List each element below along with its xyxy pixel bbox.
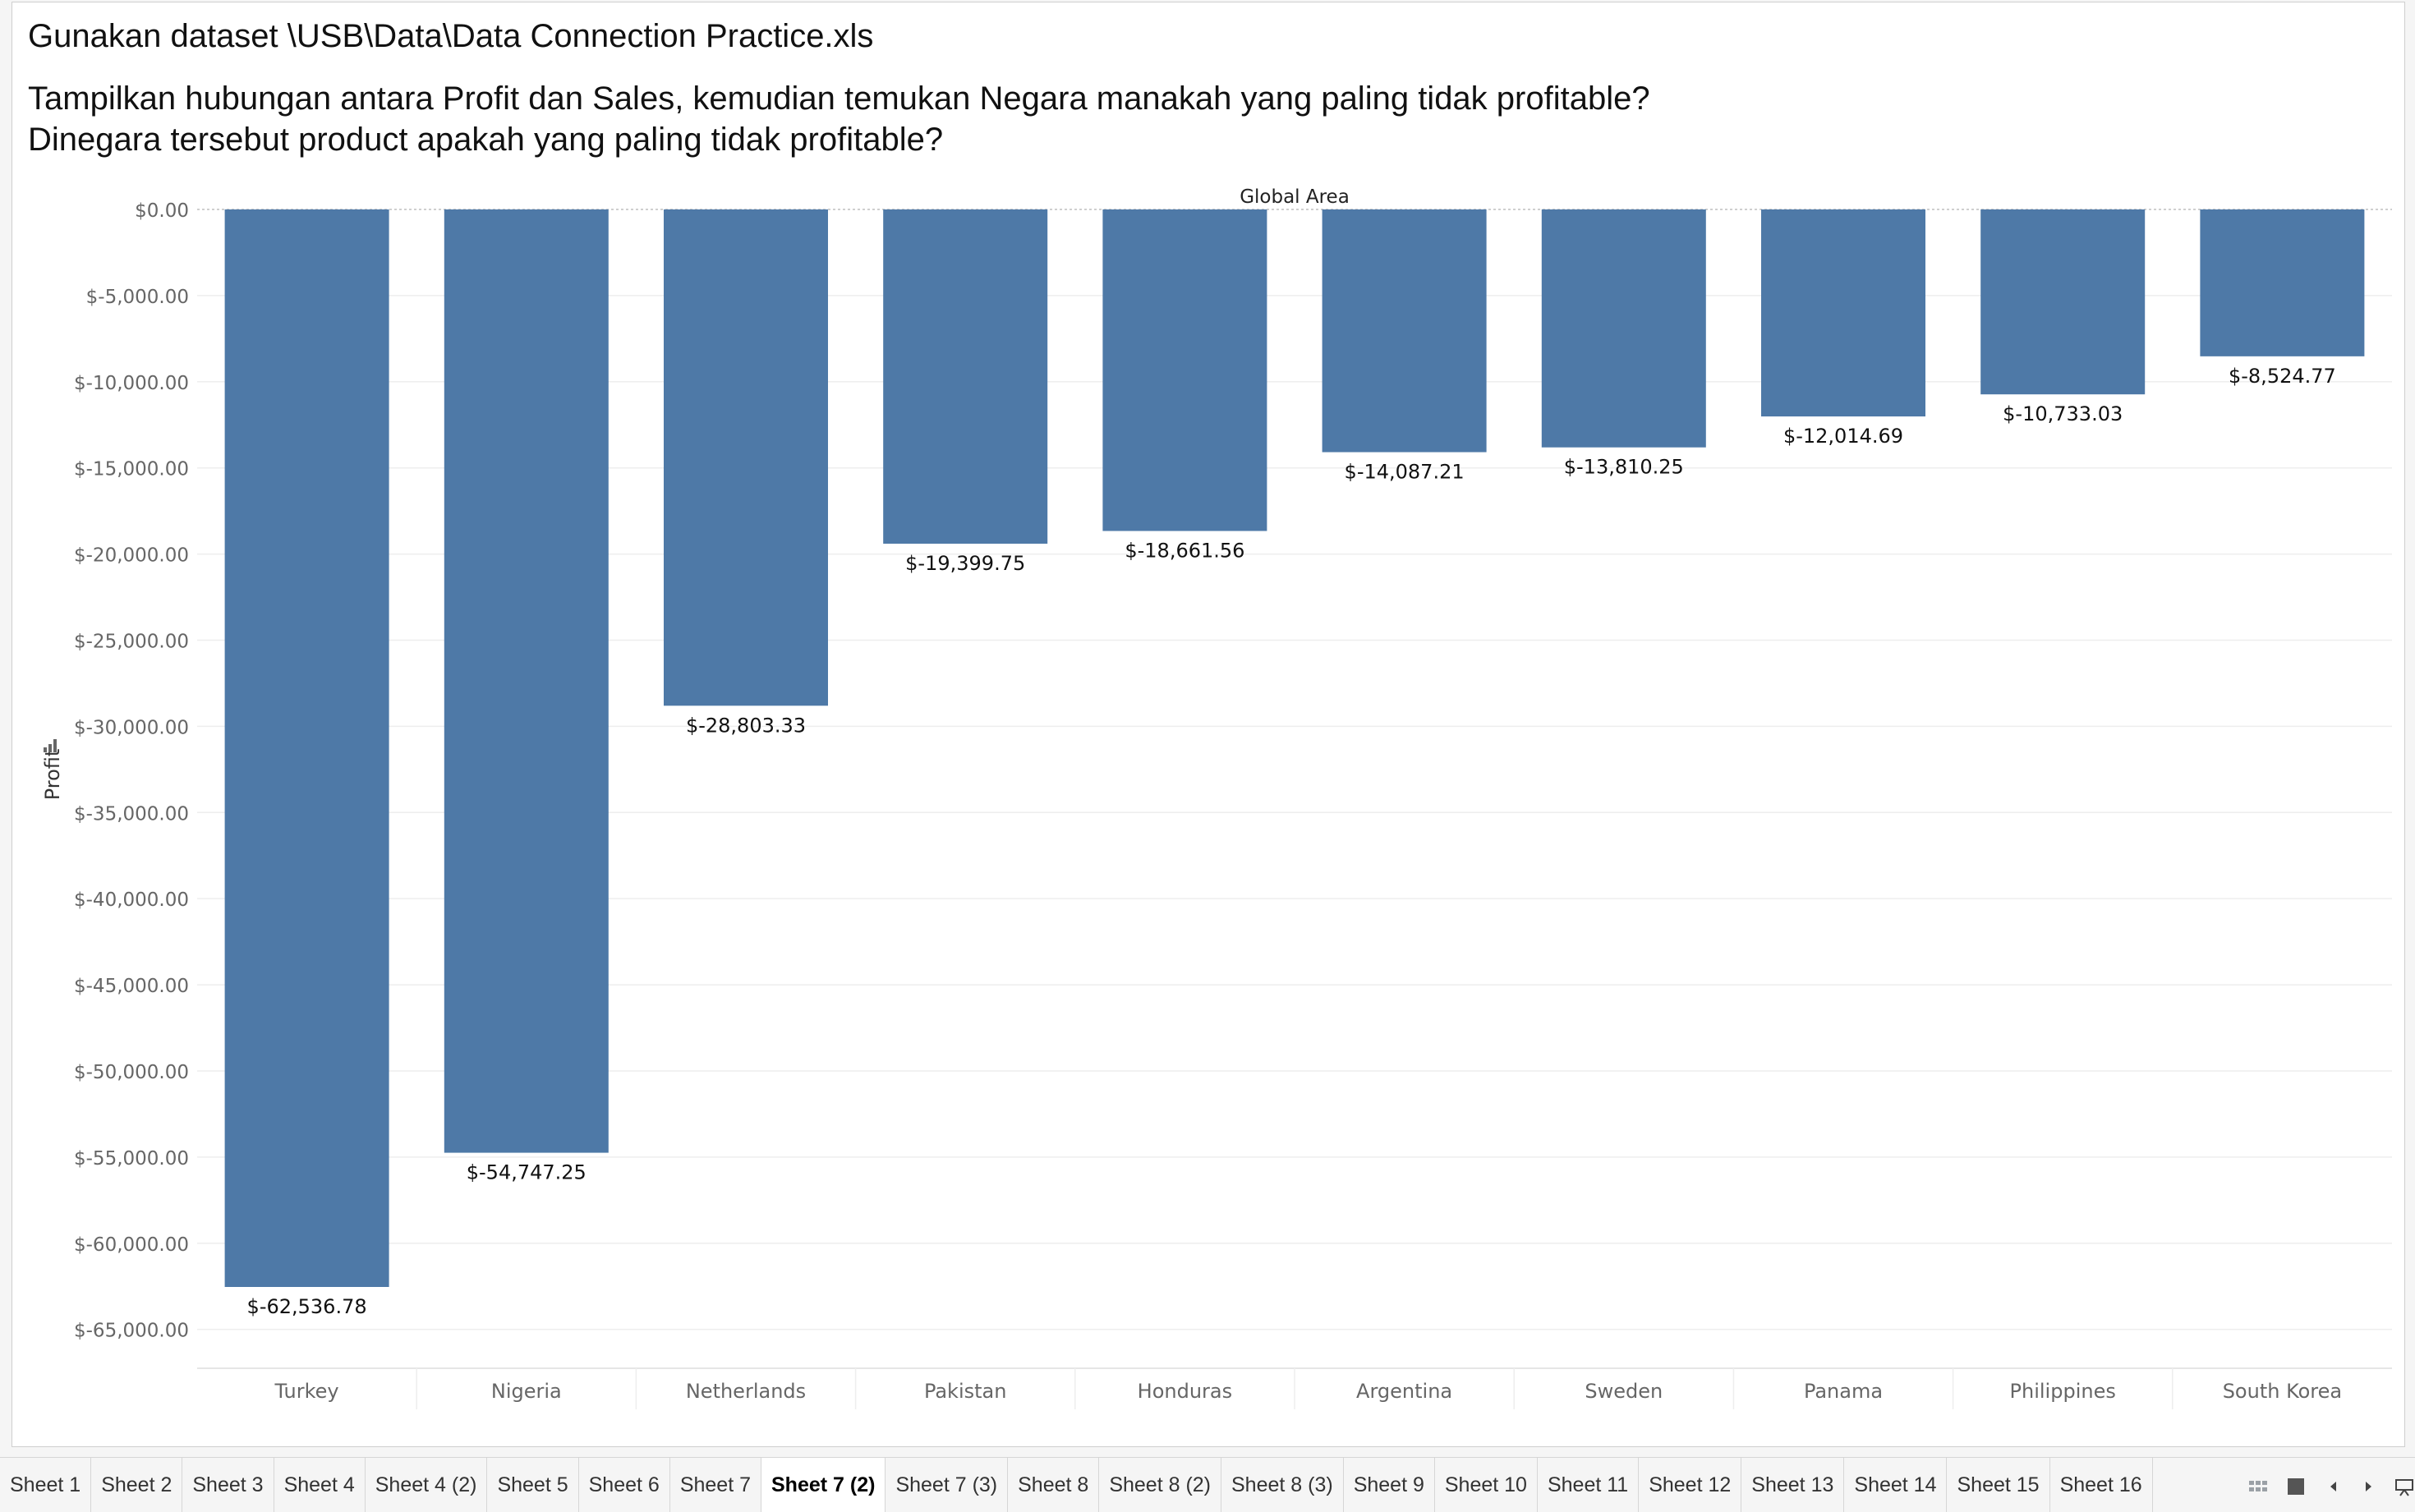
bar-sweden: [1541, 209, 1706, 448]
sheet-tab[interactable]: Sheet 4: [274, 1458, 366, 1512]
data-label: $-10,733.03: [2003, 402, 2123, 425]
sort-icon[interactable]: [44, 739, 57, 752]
data-label: $-54,747.25: [467, 1161, 586, 1184]
sheet-tab[interactable]: Sheet 7 (2): [761, 1458, 886, 1512]
data-label: $-12,014.69: [1783, 425, 1903, 448]
data-label: $-19,399.75: [905, 552, 1025, 575]
x-tick-label: Sweden: [1585, 1380, 1663, 1403]
y-tick-label: $-45,000.00: [74, 976, 189, 997]
sheet-title-line-2: Tampilkan hubungan antara Profit dan Sal…: [28, 80, 1650, 117]
sheet-tab[interactable]: Sheet 8 (3): [1221, 1458, 1344, 1512]
bar-chart: Global Area $0.00 $-5,000.00 $-10,000.00 $-1…: [41, 186, 2392, 1409]
show-tabs-icon[interactable]: [2285, 1476, 2307, 1497]
x-tick-label: Netherlands: [686, 1380, 806, 1403]
bar-honduras: [1102, 209, 1267, 531]
sheet-tab[interactable]: Sheet 11: [1538, 1458, 1640, 1512]
bar-nigeria: [444, 209, 609, 1153]
sheet-tab[interactable]: Sheet 9: [1344, 1458, 1435, 1512]
sheet-tab[interactable]: Sheet 15: [1947, 1458, 2050, 1512]
y-tick-label: $-15,000.00: [74, 459, 189, 480]
bar-argentina: [1322, 209, 1487, 453]
sheet-tab[interactable]: Sheet 2: [91, 1458, 183, 1512]
y-tick-label: $-40,000.00: [74, 889, 189, 911]
y-tick-label: $0.00: [135, 200, 189, 222]
sheet-tab[interactable]: Sheet 7 (3): [886, 1458, 1009, 1512]
sheet-tab-bar: Sheet 1 Sheet 2 Sheet 3 Sheet 4 Sheet 4 (2) S…: [0, 1457, 2415, 1512]
data-label: $-28,803.33: [686, 714, 806, 737]
y-tick-label: $-65,000.00: [74, 1321, 189, 1342]
bar-turkey: [224, 209, 389, 1287]
bar-netherlands: [664, 209, 828, 706]
bar-panama: [1761, 209, 1925, 417]
data-label: $-62,536.78: [247, 1295, 367, 1318]
data-label: $-14,087.21: [1345, 461, 1465, 484]
x-tick-label: Philippines: [2010, 1380, 2116, 1403]
x-tick-label: Pakistan: [924, 1380, 1007, 1403]
bar-south-korea: [2200, 209, 2365, 356]
x-tick-label: Nigeria: [491, 1380, 562, 1403]
sheet-tabs: Sheet 1 Sheet 2 Sheet 3 Sheet 4 Sheet 4 (2) S…: [0, 1458, 2153, 1512]
sheet-title-line-1: Gunakan dataset \USB\Data\Data Connectio…: [28, 18, 874, 54]
sheet-tab[interactable]: Sheet 5: [487, 1458, 579, 1512]
y-tick-label: $-30,000.00: [74, 717, 189, 738]
sheet-title-line-3: Dinegara tersebut product apakah yang pa…: [28, 122, 944, 158]
sheet-tab[interactable]: Sheet 8: [1008, 1458, 1100, 1512]
data-label: $-8,524.77: [2229, 365, 2336, 388]
data-label: $-18,661.56: [1125, 540, 1244, 563]
y-tick-label: $-60,000.00: [74, 1234, 189, 1256]
y-tick-label: $-50,000.00: [74, 1062, 189, 1083]
y-tick-label: $-20,000.00: [74, 545, 189, 567]
data-label: $-13,810.25: [1564, 456, 1684, 479]
sheet-tab[interactable]: Sheet 6: [579, 1458, 670, 1512]
sheet-tab[interactable]: Sheet 10: [1435, 1458, 1538, 1512]
presentation-mode-icon[interactable]: [2394, 1476, 2415, 1497]
y-tick-label: $-10,000.00: [74, 373, 189, 394]
sheet-tab[interactable]: Sheet 4 (2): [366, 1458, 488, 1512]
bar-pakistan: [883, 209, 1048, 544]
sheet-tab[interactable]: Sheet 16: [2050, 1458, 2153, 1512]
show-filmstrip-icon[interactable]: [2247, 1476, 2269, 1497]
sheet-tab[interactable]: Sheet 8 (2): [1099, 1458, 1221, 1512]
y-tick-label: $-25,000.00: [74, 631, 189, 652]
scroll-left-icon[interactable]: [2323, 1476, 2344, 1497]
y-tick-label: $-5,000.00: [86, 287, 189, 308]
chart-header: Global Area: [1240, 186, 1350, 208]
x-tick-label: South Korea: [2223, 1380, 2342, 1403]
y-tick-label: $-35,000.00: [74, 803, 189, 825]
x-tick-label: Argentina: [1356, 1380, 1452, 1403]
sheet-tab[interactable]: Sheet 12: [1639, 1458, 1742, 1512]
sheet-tab[interactable]: Sheet 13: [1741, 1458, 1845, 1512]
sheet-tab[interactable]: Sheet 3: [182, 1458, 274, 1512]
sheet-tab[interactable]: Sheet 14: [1844, 1458, 1948, 1512]
x-tick-label: Honduras: [1138, 1380, 1232, 1403]
bar-philippines: [1980, 209, 2146, 395]
y-axis-label: Profit: [41, 749, 64, 801]
sheet-tab[interactable]: Sheet 1: [0, 1458, 92, 1512]
x-tick-label: Turkey: [274, 1380, 339, 1403]
x-tick-label: Panama: [1804, 1380, 1883, 1403]
sheet-tab[interactable]: Sheet 7: [670, 1458, 761, 1512]
y-tick-label: $-55,000.00: [74, 1148, 189, 1170]
scroll-right-icon[interactable]: [2358, 1476, 2379, 1497]
